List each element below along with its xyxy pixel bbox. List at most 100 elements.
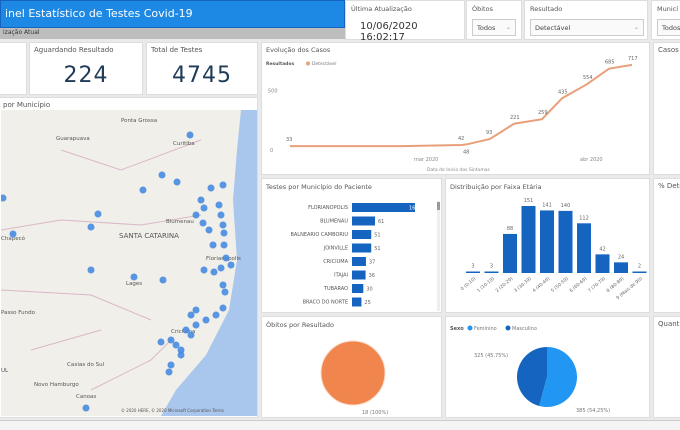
bar[interactable]: [466, 271, 480, 274]
panel-title: % Dete: [658, 182, 680, 190]
category-label: TUBARAO: [323, 286, 348, 292]
map-marker[interactable]: [199, 219, 207, 227]
bar[interactable]: [352, 243, 372, 253]
map-place-label: SANTA CATARINA: [119, 232, 179, 240]
bar[interactable]: [352, 297, 362, 307]
map[interactable]: Ponta Grossa Guarapuava Curitiba Blumenau SA…: [1, 110, 257, 416]
map-marker[interactable]: [9, 230, 17, 238]
map-marker[interactable]: [167, 336, 175, 344]
bar-value: 151: [524, 198, 534, 204]
bar[interactable]: [352, 203, 415, 212]
data-label: 717: [628, 56, 638, 62]
deaths-dropdown[interactable]: Todos ⌄: [472, 19, 516, 36]
map-marker[interactable]: [217, 211, 225, 219]
y-tick: 0: [270, 148, 273, 154]
map-marker[interactable]: [1, 194, 7, 202]
legend-title: Resultados: [266, 61, 294, 67]
map-marker[interactable]: [209, 241, 217, 249]
map-place-label: Canoas: [76, 394, 96, 400]
map-marker[interactable]: [187, 311, 195, 319]
legend-title: Sexo: [450, 326, 464, 332]
map-marker[interactable]: [130, 273, 138, 281]
map-marker[interactable]: [222, 254, 230, 262]
map-marker[interactable]: [165, 368, 173, 376]
map-marker[interactable]: [227, 261, 235, 269]
sex-pie-chart: Sexo Feminino Masculino 385 (54,25%) 325 (45…: [450, 325, 610, 414]
map-marker[interactable]: [219, 281, 227, 289]
map-marker[interactable]: [157, 338, 165, 346]
map-marker[interactable]: [177, 346, 185, 354]
map-marker[interactable]: [219, 304, 227, 312]
map-place-label: Blumenau: [166, 219, 194, 225]
bar[interactable]: [614, 262, 628, 273]
map-marker[interactable]: [219, 221, 227, 229]
map-marker[interactable]: [158, 171, 166, 179]
bar[interactable]: [352, 216, 376, 226]
map-marker[interactable]: [177, 351, 185, 359]
bar[interactable]: [503, 233, 517, 273]
map-marker[interactable]: [159, 276, 167, 284]
map-marker[interactable]: [207, 184, 215, 192]
municipality-filter: Municí Todos: [651, 0, 680, 40]
scrollbar[interactable]: [437, 201, 440, 311]
kpi-label: Total de Testes: [151, 46, 203, 54]
map-marker[interactable]: [220, 229, 228, 237]
map-marker[interactable]: [210, 268, 218, 276]
map-place-label: Chapecó: [1, 235, 26, 242]
line-series: [290, 63, 633, 148]
bar[interactable]: [558, 210, 573, 273]
map-marker[interactable]: [200, 204, 208, 212]
page-tabs-bar[interactable]: [0, 420, 680, 430]
map-marker[interactable]: [82, 404, 90, 412]
bar[interactable]: [352, 284, 364, 293]
category-label: BRACO DO NORTE: [303, 300, 348, 306]
map-marker[interactable]: [187, 331, 195, 339]
map-marker[interactable]: [192, 211, 200, 219]
map-marker[interactable]: [94, 210, 102, 218]
map-marker[interactable]: [215, 201, 223, 209]
category-label: 6 (60-69): [568, 276, 588, 294]
map-place-label: Novo Hamburgo: [34, 382, 79, 388]
bar[interactable]: [352, 270, 366, 280]
map-marker[interactable]: [186, 131, 194, 139]
map-marker[interactable]: [139, 186, 147, 194]
bar[interactable]: [521, 206, 536, 273]
bar[interactable]: [540, 210, 554, 273]
map-marker[interactable]: [87, 266, 95, 274]
result-dropdown[interactable]: Detectável ⌄: [530, 19, 644, 36]
scrollbar-thumb[interactable]: [437, 202, 440, 210]
map-marker[interactable]: [205, 226, 213, 234]
category-label: FLORIANOPOLIS: [308, 205, 348, 211]
bar[interactable]: [352, 230, 372, 239]
kpi-value: 4745: [172, 63, 232, 88]
map-marker[interactable]: [212, 311, 220, 319]
map-marker[interactable]: [87, 223, 95, 231]
pie-slice[interactable]: [517, 347, 547, 406]
category-label: 4 (40-49): [531, 276, 551, 294]
bar[interactable]: [352, 257, 366, 266]
map-marker[interactable]: [202, 316, 210, 324]
map-marker[interactable]: [192, 306, 200, 314]
municipality-dropdown[interactable]: Todos: [657, 19, 680, 36]
map-marker[interactable]: [192, 321, 200, 329]
category-label: 5 (50-59): [550, 276, 570, 294]
bar[interactable]: [632, 271, 647, 274]
pie-slice[interactable]: [539, 347, 577, 407]
map-marker[interactable]: [200, 266, 208, 274]
kpi-value: 224: [63, 63, 109, 88]
bar-value: 24: [618, 254, 624, 260]
map-marker[interactable]: [167, 361, 175, 369]
map-marker[interactable]: [197, 196, 205, 204]
bar[interactable]: [595, 254, 610, 273]
map-marker[interactable]: [219, 181, 227, 189]
deaths-pie-chart: Óbitos por Resultado 18 (100%): [266, 320, 388, 416]
bar[interactable]: [577, 223, 591, 273]
bar[interactable]: [484, 271, 499, 274]
map-marker[interactable]: [173, 178, 181, 186]
quantity-panel-partial: Quanti: [653, 316, 680, 418]
map-marker[interactable]: [217, 264, 225, 272]
map-marker[interactable]: [172, 341, 180, 349]
map-marker[interactable]: [220, 241, 228, 249]
map-marker[interactable]: [221, 288, 229, 296]
map-marker[interactable]: [182, 326, 190, 334]
